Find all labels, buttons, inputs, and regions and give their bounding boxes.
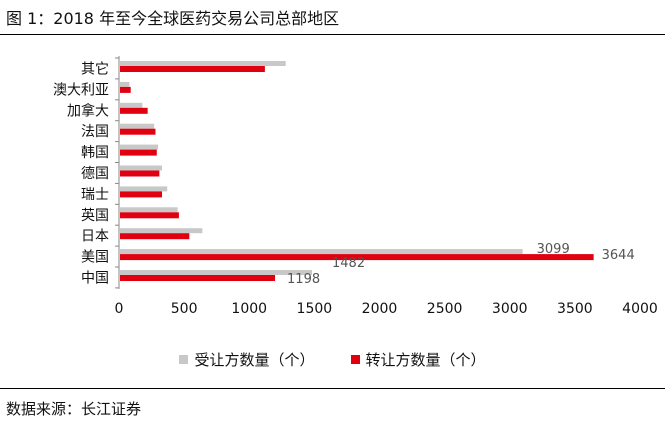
bar-transferor xyxy=(120,128,156,135)
data-label: 3644 xyxy=(602,248,635,263)
category-label: 法国 xyxy=(81,124,109,140)
data-label: 1198 xyxy=(287,272,320,287)
category-label: 美国 xyxy=(81,250,109,266)
data-label: 1482 xyxy=(332,256,365,271)
legend-item-transferor: 转让方数量（个） xyxy=(350,349,486,370)
x-tick-label: 2000 xyxy=(362,301,398,317)
top-rule xyxy=(0,34,665,35)
x-tick-label: 500 xyxy=(171,301,198,317)
x-tick-label: 3000 xyxy=(492,301,528,317)
category-label: 英国 xyxy=(81,207,109,224)
category-label: 德国 xyxy=(81,166,109,182)
bar-receiver xyxy=(120,186,168,192)
data-label: 3099 xyxy=(537,242,570,257)
bar-receiver xyxy=(120,228,203,234)
x-tick-label: 2500 xyxy=(427,301,463,317)
bar-transferor xyxy=(120,212,179,219)
category-label: 韩国 xyxy=(81,145,109,161)
bar-transferor xyxy=(120,275,276,281)
category-label: 瑞士 xyxy=(81,187,109,203)
bar-transferor xyxy=(120,170,160,177)
chart-legend: 受让方数量（个） 转让方数量（个） xyxy=(0,349,665,370)
figure-source: 数据来源：长江证券 xyxy=(6,400,142,418)
x-tick-label: 3500 xyxy=(557,301,593,317)
legend-swatch-receiver xyxy=(179,355,189,364)
bar-transferor xyxy=(120,149,157,156)
category-label: 澳大利亚 xyxy=(53,82,109,98)
bar-transferor xyxy=(120,254,594,261)
legend-item-receiver: 受让方数量（个） xyxy=(179,349,315,370)
bar-receiver xyxy=(120,207,178,213)
x-tick-label: 1000 xyxy=(231,301,267,317)
bar-receiver xyxy=(120,270,313,275)
x-tick-label: 1500 xyxy=(297,301,333,317)
bar-receiver xyxy=(120,123,155,129)
bar-transferor xyxy=(120,107,148,114)
x-tick-label: 0 xyxy=(115,301,124,317)
bar-transferor xyxy=(120,66,265,72)
legend-label-transferor: 转让方数量（个） xyxy=(365,351,486,369)
category-label: 中国 xyxy=(81,270,109,286)
bar-transferor xyxy=(120,191,162,198)
category-label: 加拿大 xyxy=(67,102,109,119)
category-label: 其它 xyxy=(81,60,109,77)
bar-receiver xyxy=(120,249,523,255)
bar-transferor xyxy=(120,233,190,240)
legend-label-receiver: 受让方数量（个） xyxy=(194,351,315,369)
bar-receiver xyxy=(120,144,159,150)
bar-receiver xyxy=(120,165,162,171)
figure-title: 图 1：2018 年至今全球医药交易公司总部地区 xyxy=(6,9,340,28)
bar-receiver xyxy=(120,102,143,108)
category-label: 日本 xyxy=(81,229,109,245)
bar-receiver xyxy=(120,81,130,87)
legend-swatch-transferor xyxy=(350,355,360,364)
bottom-rule xyxy=(0,388,665,389)
bar-transferor xyxy=(120,86,131,93)
bar-receiver xyxy=(120,61,286,66)
x-tick-label: 4000 xyxy=(622,301,658,317)
